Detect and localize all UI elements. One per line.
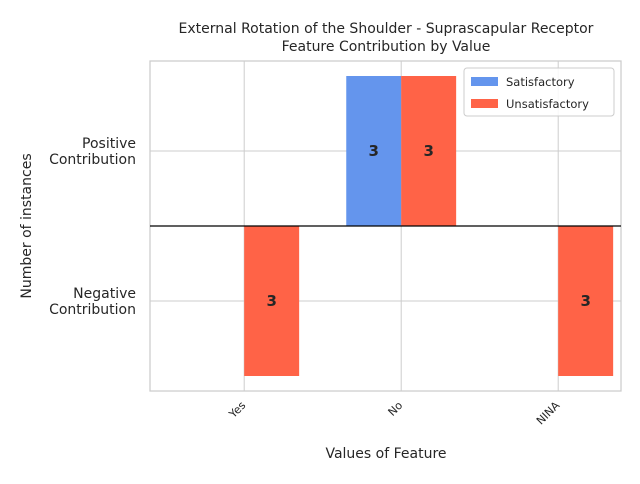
- legend-swatch-unsatisfactory: [471, 99, 498, 108]
- x-axis-label: Values of Feature: [325, 446, 446, 462]
- bar-value-label: 3: [369, 142, 379, 160]
- x-tick-label: Yes: [226, 399, 249, 422]
- bar-satisfactory-no: [346, 76, 402, 226]
- plot-area: Positive Contribution Negative Contribution…: [49, 60, 622, 428]
- bar-unsatisfactory-nina: [558, 226, 614, 376]
- legend-label-satisfactory: Satisfactory: [506, 75, 575, 89]
- y-tick-label: Negative Contribution: [49, 286, 136, 318]
- chart-title-line2: Feature Contribution by Value: [282, 39, 491, 55]
- y-tick-label: Positive Contribution: [49, 136, 136, 168]
- bar-value-label: 3: [423, 142, 433, 160]
- chart-title-line1: External Rotation of the Shoulder - Supr…: [179, 21, 594, 37]
- legend-label-unsatisfactory: Unsatisfactory: [506, 97, 589, 111]
- bar-unsatisfactory-yes: [244, 226, 300, 376]
- y-axis-label: Number of instances: [19, 153, 35, 298]
- x-tick-label: NINA: [534, 399, 563, 428]
- x-tick-label: No: [386, 399, 406, 419]
- legend-box: [463, 67, 615, 117]
- bar-value-label: 3: [580, 292, 590, 310]
- bar-value-label: 3: [266, 292, 276, 310]
- legend-swatch-satisfactory: [471, 77, 498, 86]
- bar-unsatisfactory-no: [401, 76, 457, 226]
